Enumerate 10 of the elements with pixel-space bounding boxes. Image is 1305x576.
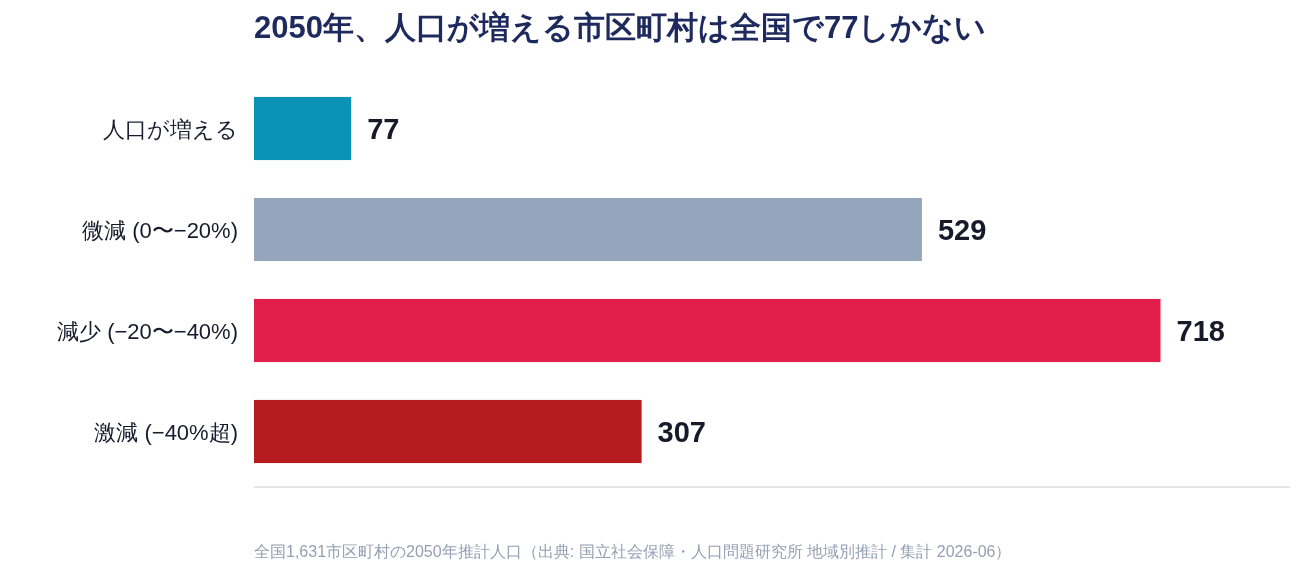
category-label: 微減 (0〜−20%) bbox=[82, 217, 238, 243]
data-label: 77 bbox=[367, 112, 400, 145]
category-label: 減少 (−20〜−40%) bbox=[57, 318, 238, 344]
data-label: 718 bbox=[1176, 314, 1225, 347]
category-label: 激減 (−40%超) bbox=[94, 419, 238, 445]
data-label: 529 bbox=[937, 213, 987, 246]
title: 2050年、人口が増える市区町村は全国で77しかない bbox=[254, 10, 987, 45]
annotation: 全国1,631市区町村の2050年推計人口（出典: 国立社会保障・人口問題研究所 地域別推計 / 集計 2026-06） bbox=[254, 543, 1012, 560]
data-label: 307 bbox=[657, 415, 706, 448]
category-label: 人口が増える bbox=[103, 116, 238, 142]
